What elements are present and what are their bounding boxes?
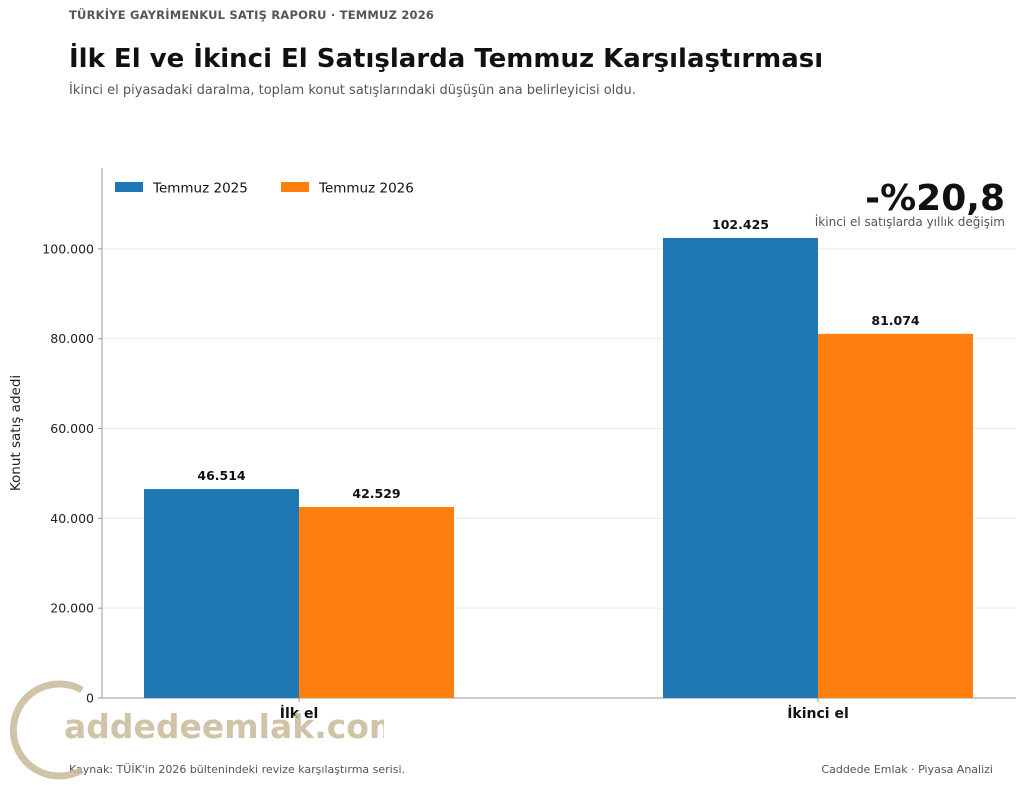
bar-0-0 [144, 489, 299, 698]
legend-swatch-2026 [281, 182, 309, 192]
data-label: 46.514 [197, 468, 246, 483]
bar-1-0 [663, 237, 818, 698]
source-note: Kaynak: TÜİK'in 2026 bültenindeki revize… [69, 763, 406, 776]
data-label: 42.529 [352, 486, 400, 501]
y-tick-label: 100.000 [42, 241, 94, 256]
data-labels: 46.514 42.529 102.425 81.074 [197, 217, 920, 501]
data-label: 81.074 [871, 313, 920, 328]
x-tick-label: İkinci el [787, 705, 849, 722]
y-tick-label: 40.000 [50, 511, 94, 526]
y-axis-label: Konut satış adedi [8, 375, 24, 491]
y-tick-label: 20.000 [50, 601, 94, 616]
y-tick-label: 80.000 [50, 331, 94, 346]
y-tick-labels: 0 20.000 40.000 60.000 80.000 100.000 [42, 241, 102, 706]
x-tick-labels: İlk el İkinci el [280, 698, 849, 722]
legend-label-2025: Temmuz 2025 [152, 181, 248, 197]
chart-title: İlk El ve İkinci El Satışlarda Temmuz Ka… [69, 44, 824, 74]
data-label: 102.425 [712, 217, 769, 232]
chart-subtitle: İkinci el piyasadaki daralma, toplam kon… [69, 83, 636, 98]
x-tick-label: İlk el [280, 705, 319, 722]
report-kicker: TÜRKİYE GAYRİMENKUL SATIŞ RAPORU · TEMMU… [69, 8, 435, 22]
bar-0-1 [299, 506, 454, 698]
legend-swatch-2025 [115, 182, 143, 192]
bar-1-1 [818, 333, 973, 698]
bars [144, 237, 973, 698]
credit-note: Caddede Emlak · Piyasa Analizi [821, 763, 993, 776]
legend-label-2026: Temmuz 2026 [318, 181, 414, 197]
legend: Temmuz 2025 Temmuz 2026 [115, 181, 414, 197]
y-tick-label: 0 [86, 691, 94, 706]
callout-value: -%20,8 [865, 178, 1005, 219]
y-tick-label: 60.000 [50, 421, 94, 436]
callout-label: İkinci el satışlarda yıllık değişim [815, 214, 1005, 229]
